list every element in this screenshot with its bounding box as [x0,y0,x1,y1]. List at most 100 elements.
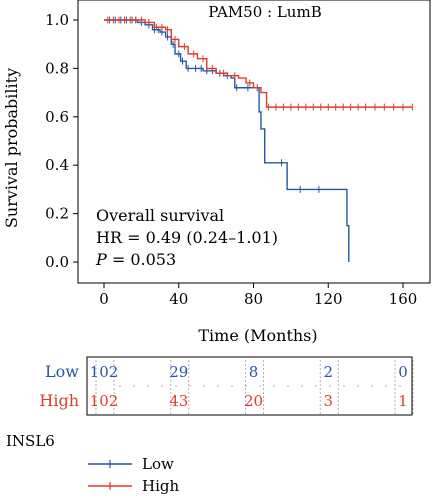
risk-table-dot [170,364,172,366]
risk-table-dot [170,360,172,362]
risk-table-dot [394,376,396,378]
risk-count-low: 102 [90,363,119,381]
risk-table-dot [329,385,331,387]
survival-line-high [104,19,413,108]
risk-table-dot [319,392,321,394]
risk-table-dot [244,388,247,390]
risk-table-dot [394,372,396,374]
y-tick-label: 0.2 [45,205,69,223]
risk-table-dot [319,376,321,378]
risk-table-dot [259,385,261,387]
x-axis-label: Time (Months) [198,326,317,345]
risk-count-high: 1 [398,392,408,410]
risk-table-dot [95,388,97,390]
p-value: = 0.053 [107,250,176,269]
legend: Low High [88,455,179,495]
risk-table-dot [95,392,97,394]
risk-table-dot [337,360,339,362]
risk-table-dot [357,385,359,387]
risk-count-low: 29 [169,363,188,381]
risk-table-dot [188,380,190,382]
risk-table-dot [113,392,115,394]
x-axis-ticks: 0 40 80 120 160 [99,283,417,308]
risk-table-dot [337,376,339,378]
risk-table-dot [262,384,265,386]
risk-table-dot [113,364,115,366]
risk-table-dot [231,385,233,387]
risk-table-dot [319,404,321,406]
annotation-hazard-ratio: HR = 0.49 (0.24–1.01) [96,228,278,247]
risk-table-dot [95,364,97,366]
risk-table-dot [113,396,115,398]
risk-table-dot [217,385,219,387]
risk-table-dot [394,408,396,410]
risk-table-dot [343,385,345,387]
risk-table-dot [188,404,190,406]
risk-table-dot [95,412,97,414]
risk-table-dot [399,385,401,387]
risk-table-dot [337,380,339,382]
risk-table-dot [337,392,339,394]
risk-table-dot [412,380,414,382]
risk-table-dot [244,412,247,414]
risk-table-dot [170,388,172,390]
risk-row-label-low: Low [45,362,79,381]
risk-table-dot [95,400,97,402]
annotation-overall-survival: Overall survival [96,206,224,225]
risk-table-dot [385,385,387,387]
risk-table-dot [412,404,414,406]
risk-table-dot [170,376,172,378]
risk-table-dot [262,376,265,378]
risk-table-dot [319,364,321,366]
risk-table-dot [244,372,247,374]
risk-table-dot [412,408,414,410]
risk-table-dot [113,400,115,402]
risk-table-dot [394,364,396,366]
risk-table-dot [95,384,97,386]
risk-table-dot [337,388,339,390]
risk-table-dot [95,396,97,398]
risk-table-dot [147,385,149,387]
risk-table-dot [170,404,172,406]
risk-table-dot [244,384,247,386]
risk-table-dot [244,396,247,398]
y-tick-label: 0.0 [45,253,69,271]
risk-table-dot [337,368,339,370]
risk-table-dot [337,400,339,402]
risk-table-dot [319,372,321,374]
risk-table-dot [412,360,414,362]
risk-table-dot [301,385,303,387]
risk-table-dot [337,384,339,386]
risk-table-dot [188,388,190,390]
risk-table-dot [412,368,414,370]
risk-table-dot [315,385,317,387]
risk-table-dot [113,368,115,370]
risk-table-dot [371,385,373,387]
risk-count-low: 0 [398,363,408,381]
risk-table-dot [337,408,339,410]
risk-table-dot [170,400,172,402]
survival-curves [104,16,413,262]
risk-table-dot [273,385,275,387]
risk-table-dot [262,388,265,390]
risk-table-dot [95,404,97,406]
risk-table-dot [394,396,396,398]
risk-table-dot [319,400,321,402]
y-tick-label: 0.8 [45,59,69,77]
risk-table-dot [113,404,115,406]
risk-table-dot [188,376,190,378]
risk-table-dot [262,408,265,410]
risk-table-dot [188,368,190,370]
risk-table-grid [95,360,414,414]
risk-table-dot [244,360,247,362]
risk-count-low: 2 [323,363,333,381]
risk-table-dot [244,408,247,410]
risk-table-dot [170,408,172,410]
legend-label-low: Low [142,455,174,473]
risk-table-dot [262,396,265,398]
risk-table-dot [394,412,396,414]
risk-table-dot [319,412,321,414]
risk-table-dot [170,372,172,374]
risk-table-dot [262,400,265,402]
